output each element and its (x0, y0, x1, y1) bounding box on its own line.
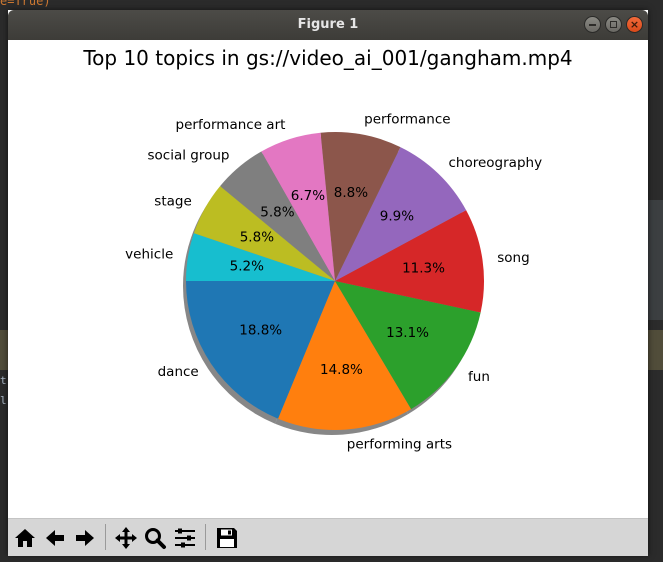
pie-slice-performing-arts (278, 281, 412, 431)
slice-percent-label: 6.7% (291, 188, 325, 204)
toolbar-separator (205, 524, 206, 550)
close-icon: × (629, 18, 640, 31)
toolbar-separator (105, 524, 106, 550)
minimize-button[interactable] (584, 16, 601, 33)
forward-button[interactable] (71, 524, 99, 552)
pie-slice-fun (335, 281, 481, 410)
configure-subplots-icon (175, 528, 195, 548)
maximize-icon (610, 21, 617, 28)
window-title: Figure 1 (297, 17, 359, 32)
slice-percent-label: 8.8% (334, 185, 368, 201)
forward-arrow-icon (76, 530, 94, 546)
figure-window: Figure 1 × Top 10 topics in gs://video_a… (8, 10, 648, 556)
background-panel-right (645, 200, 663, 320)
slice-label: fun (468, 369, 490, 385)
pie-slice-stage (193, 186, 335, 281)
back-button[interactable] (41, 524, 69, 552)
slice-label: performing arts (347, 436, 452, 452)
maximize-button[interactable] (605, 16, 622, 33)
pie-slice-performance-art (261, 132, 335, 281)
pie-slice-social-group (220, 151, 335, 281)
slice-percent-label: 9.9% (380, 209, 414, 225)
background-code-fragment: e=True) (0, 0, 51, 8)
zoom-icon (145, 528, 166, 549)
slice-percent-label: 5.8% (240, 230, 274, 246)
slice-percent-label: 5.8% (260, 205, 294, 221)
slice-percent-label: 18.8% (239, 323, 282, 339)
zoom-button[interactable] (141, 524, 169, 552)
home-icon (15, 529, 35, 547)
pan-button[interactable] (112, 524, 140, 552)
slice-label: choreography (449, 155, 543, 171)
background-gutter-letter: l (0, 394, 7, 407)
home-button[interactable] (11, 524, 39, 552)
figure-canvas[interactable]: Top 10 topics in gs://video_ai_001/gangh… (8, 40, 648, 518)
slice-label: vehicle (125, 246, 173, 262)
slice-percent-label: 11.3% (402, 260, 445, 276)
pie-slice-vehicle (186, 233, 335, 281)
slice-label: social group (148, 148, 230, 164)
title-bar[interactable]: Figure 1 × (8, 10, 648, 40)
navigation-toolbar (8, 518, 648, 556)
pie-chart: dance 18.8% performing arts 14.8% fun 13.1% so… (125, 112, 543, 453)
minimize-icon (589, 24, 596, 26)
pan-icon (115, 527, 137, 549)
pie-slices (186, 132, 484, 431)
pie-slice-song (335, 210, 484, 313)
back-arrow-icon (46, 530, 64, 546)
save-icon (217, 528, 237, 548)
slice-label: song (497, 250, 529, 266)
save-button[interactable] (213, 524, 241, 552)
pie-slice-performance (320, 132, 401, 281)
slice-label: dance (158, 364, 199, 380)
configure-subplots-button[interactable] (171, 524, 199, 552)
background-highlight-strip (0, 330, 10, 370)
chart-title: Top 10 topics in gs://video_ai_001/gangh… (83, 46, 573, 70)
close-button[interactable]: × (626, 16, 643, 33)
slice-label: performance art (176, 117, 286, 133)
slice-percent-label: 14.8% (320, 362, 363, 378)
slice-label: stage (154, 193, 191, 209)
slice-percent-label: 5.2% (230, 258, 264, 274)
slice-percent-label: 13.1% (386, 325, 429, 341)
slice-label: performance (364, 112, 450, 128)
pie-slice-choreography (335, 147, 467, 281)
background-gutter-letter: t (0, 374, 7, 387)
background-highlight-strip-right (645, 330, 663, 370)
pie-slice-dance (186, 281, 335, 419)
